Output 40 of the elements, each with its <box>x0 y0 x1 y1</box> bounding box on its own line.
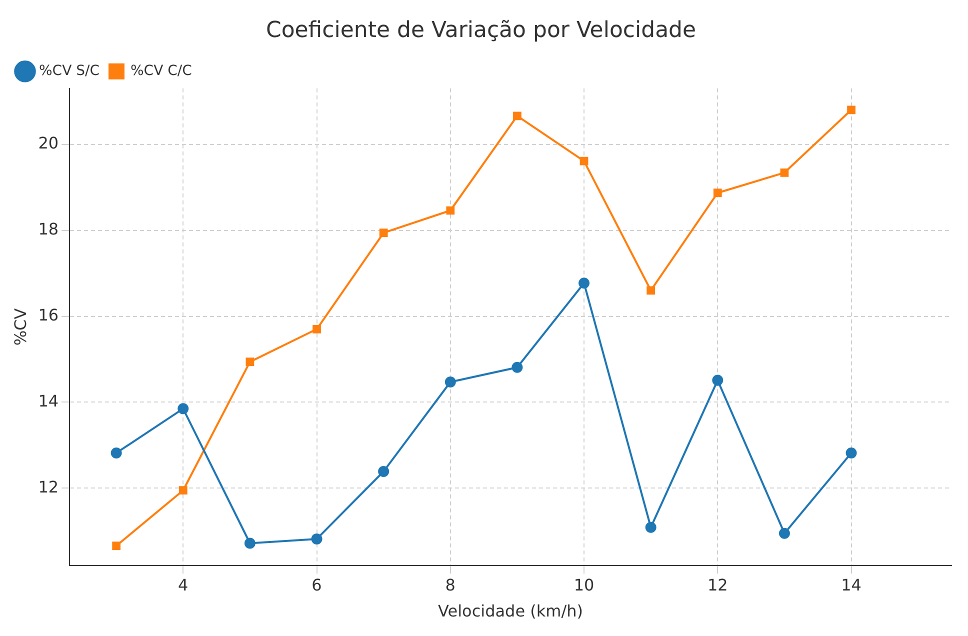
point <box>846 447 857 458</box>
legend-label: %CV C/C <box>130 63 192 80</box>
point <box>778 528 790 539</box>
point <box>713 188 722 198</box>
point <box>379 228 388 238</box>
point <box>178 486 188 495</box>
legend-label: %CV S/C <box>39 63 100 80</box>
point <box>311 533 322 544</box>
x-tick-label: 8 <box>445 575 456 594</box>
point <box>712 374 724 386</box>
point <box>646 286 656 295</box>
chart-title: Coeficiente de Variação por Velocidade <box>266 18 696 43</box>
point <box>847 106 856 114</box>
x-tick-label: 6 <box>312 575 322 594</box>
point <box>444 376 456 388</box>
y-axis-title: %CV <box>10 308 30 346</box>
y-tick-label: 20 <box>38 133 59 152</box>
point <box>312 324 321 334</box>
point <box>645 522 656 533</box>
x-axis-title: Velocidade (km/h) <box>438 602 583 621</box>
point <box>578 278 590 289</box>
point <box>246 358 254 366</box>
point <box>513 112 522 120</box>
point <box>178 403 189 414</box>
y-tick-label: 16 <box>38 305 59 324</box>
point <box>446 206 455 215</box>
point <box>580 156 588 166</box>
x-tick-label: 4 <box>178 575 188 594</box>
point <box>512 362 523 373</box>
point <box>244 538 256 549</box>
y-tick-label: 14 <box>38 391 59 410</box>
y-tick-label: 18 <box>38 219 59 238</box>
point <box>112 542 121 550</box>
x-tick-label: 14 <box>841 575 862 594</box>
point <box>780 168 789 177</box>
x-tick-label: 12 <box>707 575 728 594</box>
y-tick-label: 12 <box>38 477 59 496</box>
point <box>110 447 122 458</box>
point <box>378 466 390 477</box>
x-tick-label: 10 <box>574 575 594 594</box>
